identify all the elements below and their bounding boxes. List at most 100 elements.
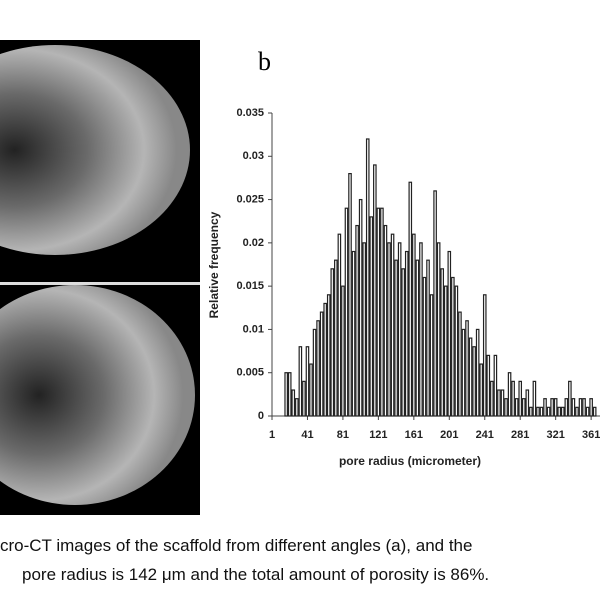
ct-scaffold xyxy=(0,285,195,505)
bar xyxy=(369,216,374,417)
bar xyxy=(436,242,441,417)
bar xyxy=(507,372,512,417)
bar xyxy=(514,398,519,417)
bar xyxy=(472,346,476,417)
bar xyxy=(412,233,416,417)
bar xyxy=(443,285,448,417)
x-tick-label: 81 xyxy=(337,429,349,441)
bar xyxy=(376,207,381,417)
bar xyxy=(500,389,505,417)
y-axis-label: Relative frequency xyxy=(207,211,221,318)
y-tick-label: 0.025 xyxy=(236,193,264,205)
bar xyxy=(295,398,299,417)
bar xyxy=(291,389,296,417)
bar xyxy=(479,363,484,417)
bar xyxy=(287,372,292,417)
x-tick-label: 1 xyxy=(269,429,275,441)
bar xyxy=(539,406,544,417)
bar xyxy=(465,320,469,417)
bar xyxy=(451,276,455,417)
bar xyxy=(401,268,406,417)
y-tick-label: 0.015 xyxy=(236,280,264,292)
bar xyxy=(564,398,569,417)
bar xyxy=(337,233,342,417)
bar xyxy=(380,207,384,417)
bar xyxy=(330,268,335,417)
bar xyxy=(334,259,338,417)
separator xyxy=(0,282,200,285)
bar xyxy=(365,138,370,417)
y-tick-label: 0.035 xyxy=(236,107,264,119)
ct-scaffold xyxy=(0,45,190,255)
bar xyxy=(504,398,508,417)
bar xyxy=(341,285,345,417)
bar xyxy=(305,346,310,417)
bar xyxy=(309,363,313,417)
bar xyxy=(397,242,402,417)
bar xyxy=(323,302,327,417)
bar xyxy=(560,406,565,417)
bar xyxy=(383,224,388,417)
bar xyxy=(355,224,359,417)
x-tick-label: 201 xyxy=(440,429,458,441)
bar xyxy=(373,164,377,417)
bar xyxy=(447,250,452,417)
bar xyxy=(532,380,537,417)
bar xyxy=(585,406,590,417)
x-tick-label: 241 xyxy=(476,429,494,441)
x-tick-label: 281 xyxy=(511,429,529,441)
bar xyxy=(461,328,466,417)
y-tick-label: 0.005 xyxy=(236,367,264,379)
bar xyxy=(543,398,547,417)
bar xyxy=(497,389,501,417)
x-axis-label: pore radius (micrometer) xyxy=(339,454,481,468)
bar xyxy=(316,320,320,417)
y-tick-label: 0.01 xyxy=(243,323,264,335)
y-tick-label: 0.02 xyxy=(243,237,264,249)
bar xyxy=(529,406,533,417)
bar xyxy=(592,406,597,417)
panel-label: b xyxy=(258,47,271,76)
bar xyxy=(486,354,491,417)
bar xyxy=(319,311,324,417)
bar xyxy=(387,242,391,417)
bar xyxy=(582,398,586,417)
caption-line: cro-CT images of the scaffold from diffe… xyxy=(0,536,472,555)
bar xyxy=(426,259,430,417)
bar xyxy=(493,354,498,417)
bar xyxy=(351,250,356,417)
bar xyxy=(298,346,303,417)
bar xyxy=(589,398,593,417)
bar xyxy=(518,380,523,417)
bar xyxy=(454,285,459,417)
bar xyxy=(358,198,363,417)
bar xyxy=(390,233,395,417)
bar xyxy=(536,406,540,417)
bar xyxy=(521,398,526,417)
bar xyxy=(575,406,579,417)
bar xyxy=(419,242,423,417)
bar xyxy=(553,398,558,417)
y-tick-label: 0 xyxy=(258,410,264,422)
bar xyxy=(312,328,317,417)
bar xyxy=(348,173,352,417)
bar xyxy=(468,337,473,417)
bar xyxy=(511,380,515,417)
bar xyxy=(415,259,420,417)
y-tick-label: 0.03 xyxy=(243,150,264,162)
bar xyxy=(578,398,583,417)
x-tick-label: 161 xyxy=(405,429,423,441)
bar xyxy=(458,311,462,417)
bar xyxy=(404,250,409,417)
x-tick-label: 41 xyxy=(301,429,313,441)
bar xyxy=(475,328,480,417)
bar xyxy=(546,406,551,417)
x-tick-label: 321 xyxy=(546,429,564,441)
bar xyxy=(302,380,306,417)
bar xyxy=(571,398,576,417)
bar xyxy=(440,268,445,417)
caption-line: pore radius is 142 μm and the total amou… xyxy=(22,565,489,584)
bar xyxy=(326,294,331,417)
bar xyxy=(408,181,413,417)
